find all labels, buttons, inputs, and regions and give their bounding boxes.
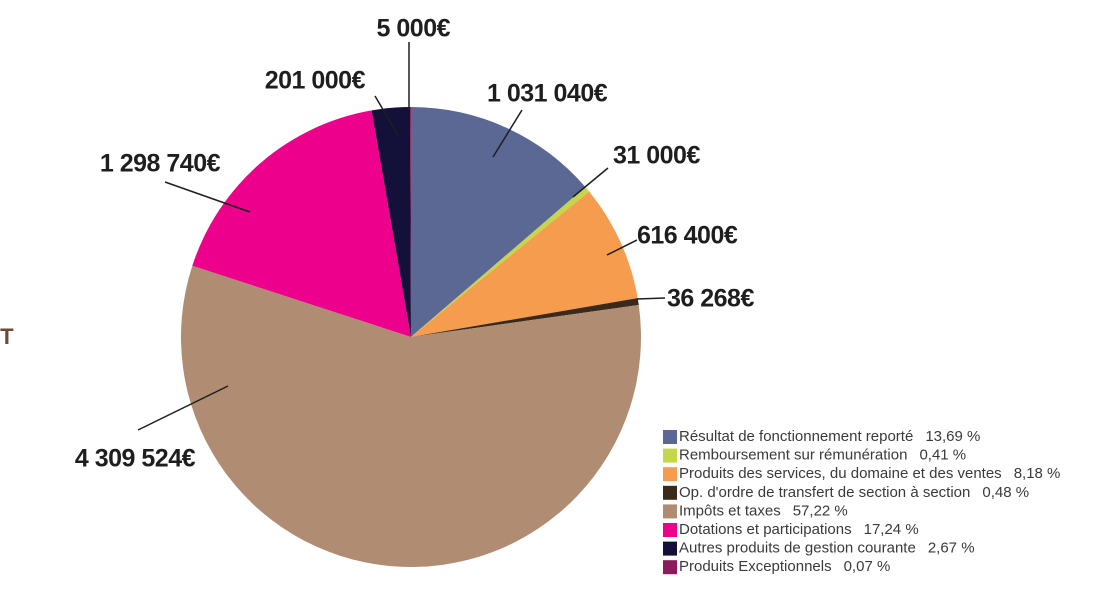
leader-line <box>374 95 399 136</box>
data-label: 31 000€ <box>613 142 700 170</box>
leader-line <box>137 385 229 431</box>
legend-percent: 2,67 % <box>928 540 975 557</box>
legend-percent: 0,07 % <box>844 558 891 575</box>
pie-slice <box>410 107 411 337</box>
legend-percent: 13,69 % <box>925 428 980 445</box>
data-label: 616 400€ <box>637 222 738 250</box>
legend-swatch <box>663 430 677 444</box>
leader-line <box>164 181 251 213</box>
pie-slice <box>371 107 411 337</box>
pie-slice <box>411 191 638 337</box>
data-label: 1 031 040€ <box>487 80 608 108</box>
legend-percent: 17,24 % <box>864 521 919 538</box>
legend-label: Impôts et taxes <box>679 502 781 519</box>
legend-percent: 8,18 % <box>1014 465 1061 482</box>
legend-entry: Impôts et taxes 57,22 % <box>679 502 848 519</box>
leader-line <box>492 109 523 158</box>
leader-line <box>572 167 609 198</box>
legend-swatch <box>663 467 677 482</box>
pie-slice <box>411 298 639 337</box>
legend-swatch <box>663 541 677 556</box>
legend-label: Autres produits de gestion courante <box>679 540 916 557</box>
legend-label: Produits Exceptionnels <box>679 558 832 575</box>
pie-slice <box>192 110 411 337</box>
data-label: 4 309 524€ <box>75 445 196 473</box>
legend-entry: Produits Exceptionnels 0,07 % <box>679 558 890 575</box>
legend-percent: 0,41 % <box>919 447 966 464</box>
data-label: 1 298 740€ <box>100 150 221 178</box>
data-label: 201 000€ <box>265 67 366 95</box>
legend-entry: Op. d'ordre de transfert de section à se… <box>679 484 1029 501</box>
data-label: 36 268€ <box>667 285 754 313</box>
data-label: 5 000€ <box>377 15 451 43</box>
legend-entry: Remboursement sur rémunération 0,41 % <box>679 447 966 464</box>
legend-label: Résultat de fonctionnement reporté <box>679 428 913 445</box>
legend-label: Dotations et participations <box>679 521 852 538</box>
legend-swatch <box>663 504 677 519</box>
pie-slice <box>411 187 590 337</box>
legend-percent: 0,48 % <box>982 484 1029 501</box>
legend-swatch <box>663 560 677 575</box>
legend-label: Produits des services, du domaine et des… <box>679 465 1002 482</box>
pie-slice <box>180 265 641 567</box>
legend-swatch <box>663 523 677 537</box>
legend-percent: 57,22 % <box>793 502 848 519</box>
legend-entry: Résultat de fonctionnement reporté 13,69 … <box>679 428 980 445</box>
legend-swatch <box>663 485 677 500</box>
legend-entry: Autres produits de gestion courante 2,67 … <box>679 540 975 557</box>
leader-line <box>606 239 638 256</box>
pie-slice <box>411 107 586 337</box>
legend-swatch <box>663 448 677 463</box>
legend-label: Remboursement sur rémunération <box>679 447 907 464</box>
side-text: IT <box>0 324 14 349</box>
legend-entry: Produits des services, du domaine et des… <box>679 465 1060 482</box>
leader-line <box>636 297 666 300</box>
legend-entry: Dotations et participations 17,24 % <box>679 521 919 538</box>
legend-label: Op. d'ordre de transfert de section à se… <box>679 484 970 501</box>
